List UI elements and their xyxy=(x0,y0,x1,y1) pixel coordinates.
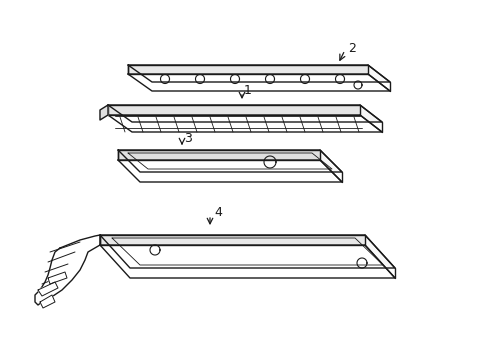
Polygon shape xyxy=(100,235,394,268)
Polygon shape xyxy=(128,65,367,74)
Polygon shape xyxy=(128,74,389,91)
Polygon shape xyxy=(108,105,381,122)
Polygon shape xyxy=(38,282,58,296)
Polygon shape xyxy=(108,115,381,132)
Polygon shape xyxy=(118,150,319,160)
Text: 3: 3 xyxy=(183,131,192,144)
Polygon shape xyxy=(100,105,108,120)
Polygon shape xyxy=(108,105,359,115)
Text: 1: 1 xyxy=(244,84,251,96)
Polygon shape xyxy=(118,160,341,182)
Polygon shape xyxy=(40,295,55,308)
Polygon shape xyxy=(35,235,100,305)
Polygon shape xyxy=(128,65,389,82)
Text: 4: 4 xyxy=(214,206,222,219)
Polygon shape xyxy=(100,235,364,245)
Polygon shape xyxy=(118,150,341,172)
Polygon shape xyxy=(48,272,67,284)
Polygon shape xyxy=(100,245,394,278)
Text: 2: 2 xyxy=(347,41,355,54)
